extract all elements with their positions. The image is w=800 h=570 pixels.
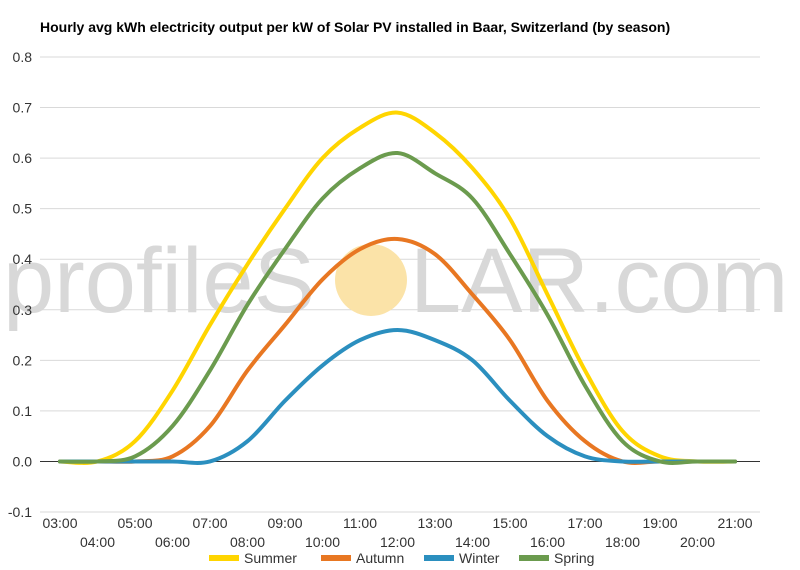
legend-label: Summer [244,550,297,566]
y-tick-label: 0.1 [13,403,33,419]
x-tick-label: 09:00 [267,515,302,531]
series-line-summer [58,110,737,465]
series-line-spring [58,151,737,465]
x-tick-label: 19:00 [642,515,677,531]
legend-item-winter[interactable]: Winter [424,550,500,566]
legend-swatch [519,555,549,561]
x-tick-label: 15:00 [492,515,527,531]
legend-label: Winter [459,550,500,566]
x-tick-label: 11:00 [343,515,377,531]
x-tick-label: 16:00 [530,534,565,550]
legend-label: Autumn [356,550,404,566]
legend-item-spring[interactable]: Spring [519,550,594,566]
y-tick-label: 0.7 [13,100,33,116]
x-tick-label: 20:00 [680,534,715,550]
x-tick-label: 17:00 [567,515,602,531]
y-tick-label: 0.0 [13,453,33,469]
x-tick-label: 10:00 [305,534,340,550]
legend-label: Spring [554,550,594,566]
legend-item-summer[interactable]: Summer [209,550,297,566]
x-tick-label: 05:00 [117,515,152,531]
x-tick-label: 06:00 [155,534,190,550]
y-tick-label: 0.6 [13,150,33,166]
x-tick-label: 08:00 [230,534,265,550]
x-tick-label: 04:00 [80,534,115,550]
x-tick-label: 21:00 [717,515,752,531]
x-tick-label: 12:00 [380,534,415,550]
legend-swatch [424,555,454,561]
y-tick-label: 0.2 [13,352,33,368]
chart-title: Hourly avg kWh electricity output per kW… [40,19,671,35]
legend-swatch [209,555,239,561]
legend-item-autumn[interactable]: Autumn [321,550,404,566]
x-tick-label: 14:00 [455,534,490,550]
y-tick-label: 0.5 [13,201,33,217]
x-tick-label: 13:00 [417,515,452,531]
series-line-winter [58,328,737,465]
watermark: profileS LAR.com [3,230,788,332]
x-tick-label: 18:00 [605,534,640,550]
watermark-text-left: profileS [3,230,315,332]
legend: Summer Autumn Winter Spring [209,550,594,566]
x-tick-label: 07:00 [192,515,227,531]
y-tick-label: -0.1 [8,504,32,520]
legend-swatch [321,555,351,561]
y-tick-label: 0.8 [13,49,33,65]
watermark-sun-icon [335,244,407,316]
y-axis: 0.8 0.7 0.6 0.5 0.4 0.3 0.2 0.1 0.0 -0.1 [8,49,32,520]
series-lines [58,110,737,465]
x-axis: 03:0004:0005:0006:0007:0008:0009:0010:00… [42,515,752,550]
y-tick-label: 0.3 [13,302,33,318]
y-tick-label: 0.4 [13,251,33,267]
x-tick-label: 03:00 [42,515,77,531]
watermark-text-right: LAR.com [410,230,788,332]
